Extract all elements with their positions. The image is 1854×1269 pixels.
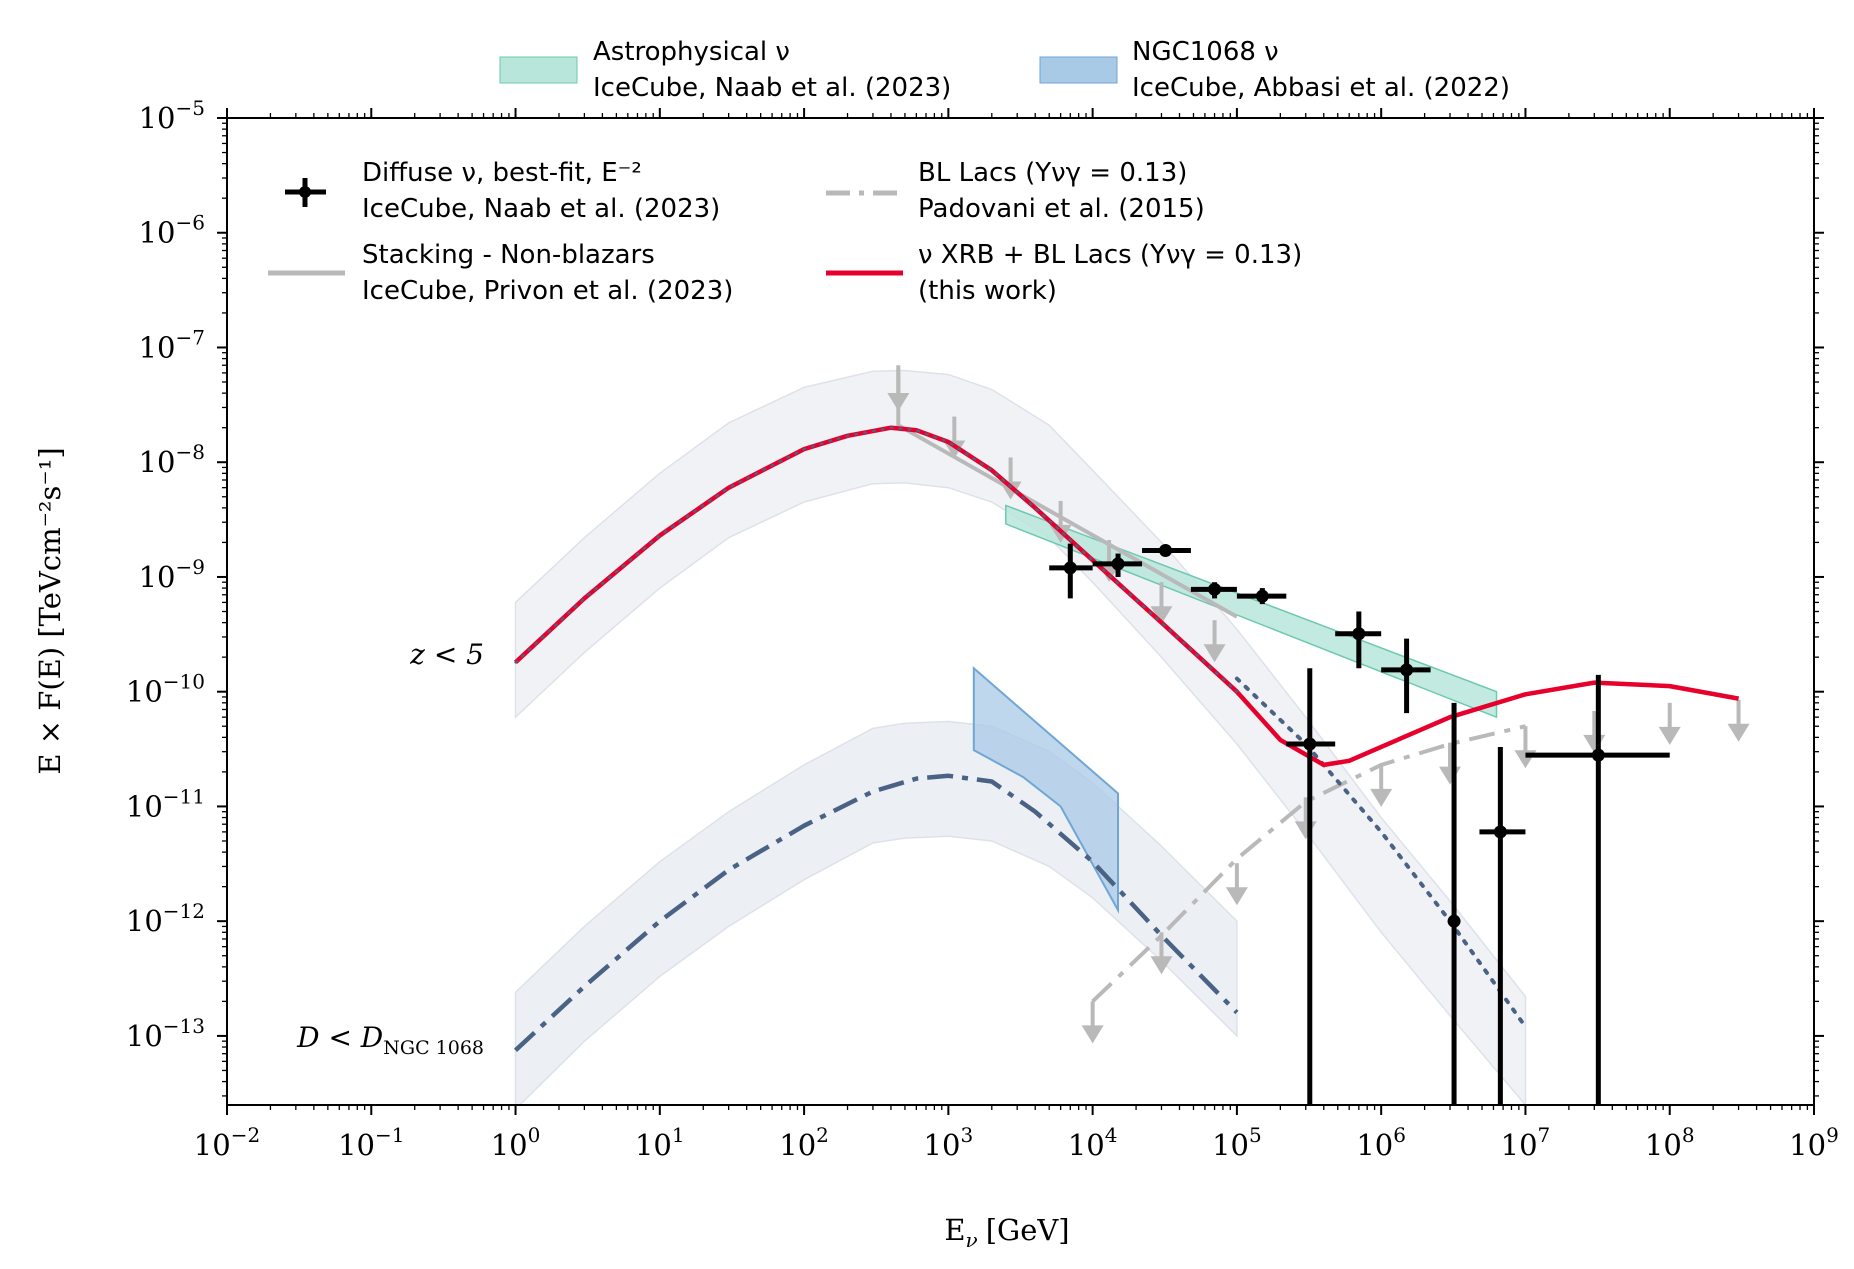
legend-bllacs-line1: BL Lacs (Yνγ = 0.13) bbox=[918, 158, 1187, 188]
xrb-dotted-line bbox=[1234, 676, 1528, 1029]
legend-top: Astrophysical ν IceCube, Naab et al. (20… bbox=[499, 37, 1510, 103]
label-d-lt-dngc: D < DNGC 1068 bbox=[296, 1021, 484, 1059]
diffuse-point-2 bbox=[1142, 544, 1191, 558]
diffuse-point-4 bbox=[1236, 588, 1287, 605]
ngc-model-line bbox=[513, 773, 1239, 1052]
diffuse-point-6 bbox=[1335, 611, 1382, 669]
diffuse-point-7 bbox=[1381, 638, 1431, 714]
diffuse-point-10 bbox=[1525, 674, 1670, 1105]
y-tick-label-8: 10−5 bbox=[139, 96, 205, 135]
diffuse-point-3 bbox=[1190, 582, 1237, 599]
legend-bllacs-line2: Padovani et al. (2015) bbox=[918, 194, 1205, 224]
x-tick-label-10: 108 bbox=[1645, 1123, 1695, 1162]
x-tick-label-2: 100 bbox=[491, 1123, 541, 1162]
x-tick-label-5: 103 bbox=[924, 1123, 974, 1162]
legend-astrophysical-line2: IceCube, Naab et al. (2023) bbox=[593, 73, 951, 103]
x-axis-label: Eν [GeV] bbox=[944, 1213, 1069, 1252]
band-d-lt-dngc bbox=[514, 720, 1238, 1105]
x-tick-label-9: 107 bbox=[1501, 1123, 1551, 1162]
x-tick-label-3: 101 bbox=[635, 1123, 685, 1162]
bllacs-upper-limit-0 bbox=[1081, 1001, 1104, 1044]
legend-astrophysical-line1: Astrophysical ν bbox=[593, 37, 790, 67]
legend-inner: Diffuse ν, best-fit, E⁻² IceCube, Naab e… bbox=[268, 158, 1302, 306]
bllacs-upper-limit-8 bbox=[1658, 702, 1681, 745]
legend-ngc1068-line2: IceCube, Abbasi et al. (2022) bbox=[1132, 73, 1510, 103]
bllacs-upper-limit-7 bbox=[1583, 710, 1606, 753]
astrophysical-band bbox=[1005, 504, 1498, 719]
stacking-upper-limit-5 bbox=[1150, 582, 1173, 625]
y-tick-label-1: 10−12 bbox=[126, 899, 205, 938]
diffuse-point-8 bbox=[1447, 702, 1461, 1105]
legend-astrophysical-swatch bbox=[499, 56, 578, 84]
bllacs-upper-limit-2 bbox=[1225, 863, 1248, 906]
legend-diffuse-marker bbox=[285, 178, 326, 207]
plot-area bbox=[513, 365, 1750, 1105]
legend-this-work-line2: (this work) bbox=[918, 276, 1057, 306]
legend-diffuse-line1: Diffuse ν, best-fit, E⁻² bbox=[362, 158, 642, 188]
y-tick-label-0: 10−13 bbox=[126, 1014, 205, 1053]
stacking-upper-limit-6 bbox=[1203, 620, 1226, 663]
legend-ngc1068-line1: NGC1068 ν bbox=[1132, 37, 1279, 67]
bllacs-upper-limit-6 bbox=[1514, 726, 1537, 769]
y-tick-label-5: 10−8 bbox=[139, 440, 205, 479]
y-tick-label-6: 10−7 bbox=[139, 325, 205, 364]
x-tick-label-8: 106 bbox=[1356, 1123, 1406, 1162]
x-tick-label-7: 105 bbox=[1212, 1123, 1262, 1162]
x-tick-label-6: 104 bbox=[1068, 1123, 1118, 1162]
y-tick-label-4: 10−9 bbox=[139, 555, 205, 594]
ngc1068-band bbox=[972, 666, 1119, 914]
diffuse-point-0 bbox=[1049, 543, 1093, 599]
label-z-lt-5: z < 5 bbox=[409, 638, 484, 671]
bllacs-upper-limit-1 bbox=[1150, 932, 1173, 975]
y-axis-label: E × F(E) [TeVcm⁻²s⁻¹] bbox=[33, 447, 67, 774]
y-tick-label-3: 10−10 bbox=[126, 670, 205, 709]
diffuse-point-1 bbox=[1092, 553, 1143, 577]
bllacs-upper-limit-5 bbox=[1439, 742, 1462, 785]
xrb-dotted-overlay bbox=[514, 426, 1239, 693]
bllacs-upper-limit-9 bbox=[1727, 699, 1750, 742]
y-tick-label-2: 10−11 bbox=[126, 784, 205, 823]
x-tick-label-0: 10−2 bbox=[194, 1123, 260, 1162]
bllacs-upper-limit-4 bbox=[1370, 764, 1393, 807]
legend-stacking-line2: IceCube, Privon et al. (2023) bbox=[362, 276, 733, 306]
x-tick-label-11: 109 bbox=[1789, 1123, 1839, 1162]
legend-ngc1068-swatch bbox=[1039, 56, 1118, 84]
x-tick-label-1: 10−1 bbox=[338, 1123, 404, 1162]
legend-stacking-line1: Stacking - Non-blazars bbox=[362, 240, 655, 270]
y-tick-label-7: 10−6 bbox=[139, 211, 205, 250]
legend-diffuse-line2: IceCube, Naab et al. (2023) bbox=[362, 194, 720, 224]
diffuse-point-5 bbox=[1286, 668, 1336, 1105]
stacking-upper-limit-0 bbox=[887, 368, 910, 411]
x-tick-label-4: 102 bbox=[779, 1123, 829, 1162]
legend-this-work-line1: ν XRB + BL Lacs (Yνγ = 0.13) bbox=[918, 240, 1302, 270]
diffuse-point-9 bbox=[1479, 746, 1526, 1105]
axis-ticks: 10−2 10−1 100 101 102 103 104 105 106 107 108 109 10… bbox=[126, 96, 1839, 1162]
